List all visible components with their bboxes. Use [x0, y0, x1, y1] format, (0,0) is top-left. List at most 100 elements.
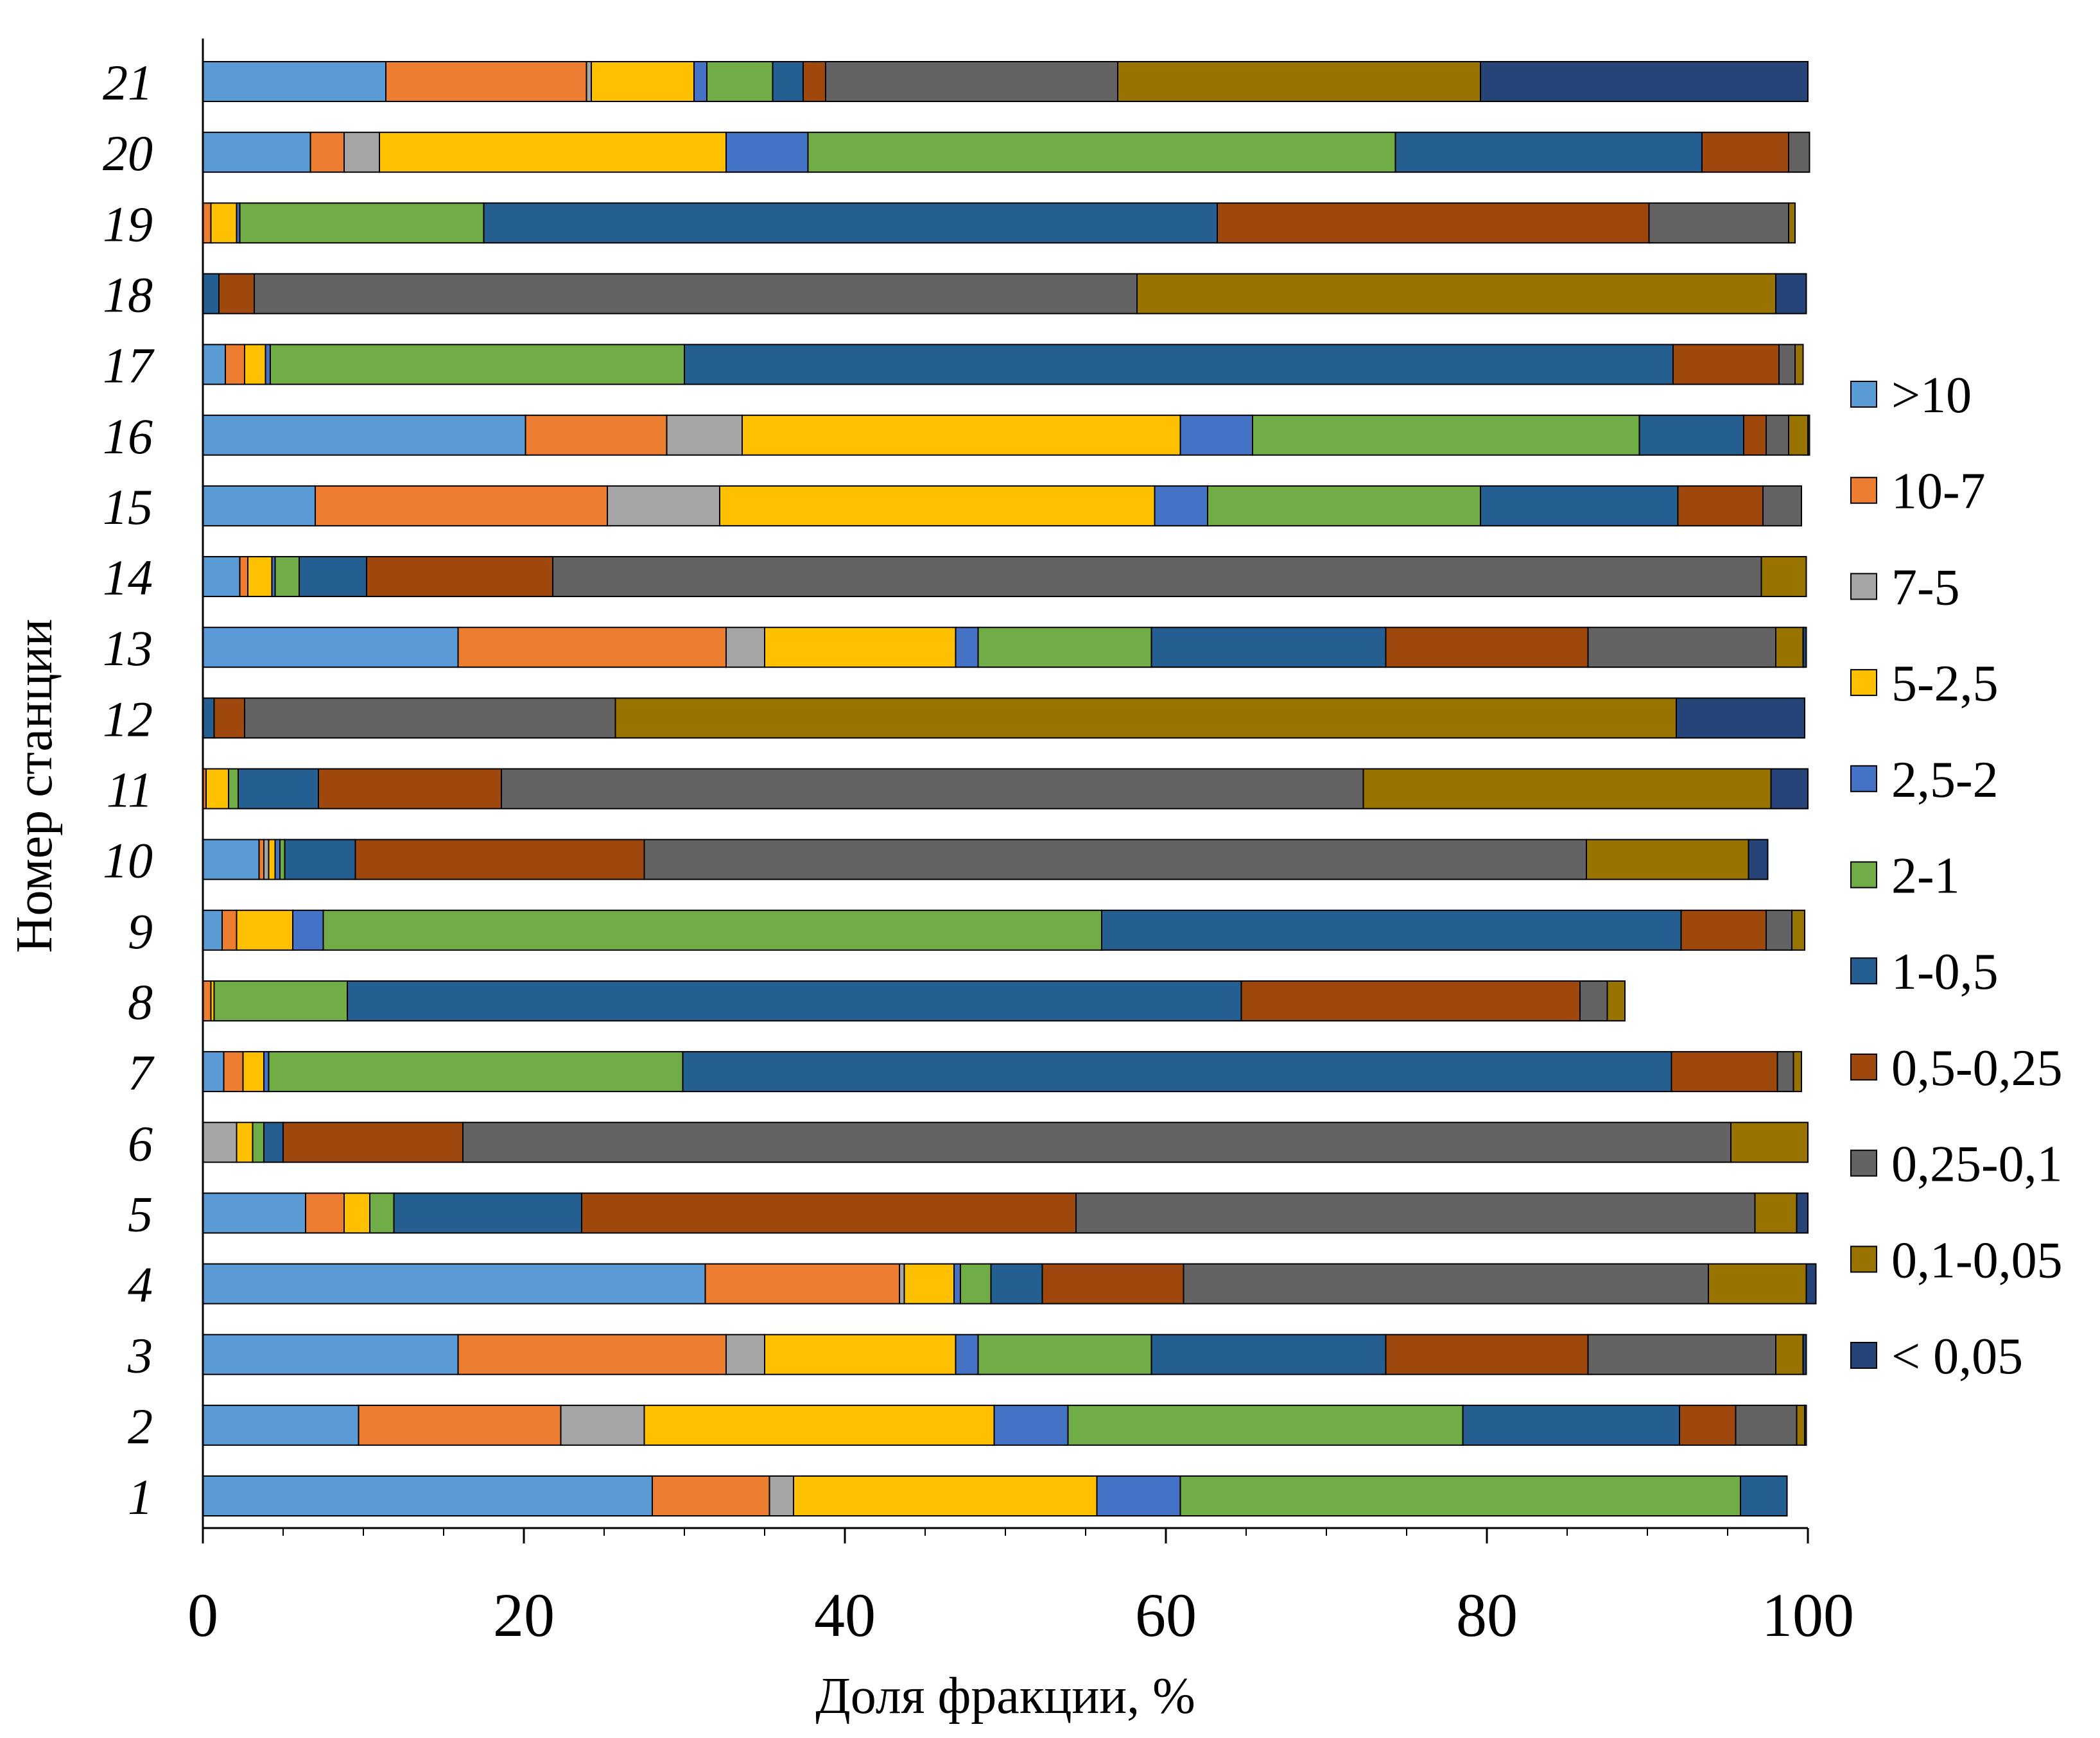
legend-swatch [1850, 1342, 1877, 1369]
bar-segment-station-17-series-5 [270, 343, 685, 385]
bar-segment-station-4-series-10 [1805, 1263, 1817, 1305]
bar-segment-station-14-series-8 [552, 556, 1762, 598]
bar-segment-station-21-series-2 [586, 61, 592, 102]
bar-segment-station-11-series-5 [228, 768, 239, 810]
bar-segment-station-4-series-2 [899, 1263, 905, 1305]
bar-segment-station-20-series-4 [725, 132, 809, 173]
y-tick-label: 11 [107, 762, 153, 818]
bar-segment-station-16-series-6 [1638, 414, 1744, 456]
bar-segment-station-7-series-4 [263, 1051, 270, 1093]
bar-segment-station-16-series-2 [666, 414, 743, 456]
bar-segment-station-21-series-8 [825, 61, 1118, 102]
bar-segment-station-19-series-7 [1217, 202, 1650, 244]
y-tick-label: 16 [103, 408, 153, 464]
bar-segment-station-13-series-8 [1587, 627, 1776, 668]
bar-segment-station-3-series-9 [1775, 1334, 1804, 1375]
bar-segment-station-18-series-6 [202, 273, 220, 315]
bar-segment-station-18-series-7 [218, 273, 255, 315]
bar-segment-station-15-series-0 [202, 485, 316, 526]
legend-label: 7-5 [1891, 559, 1960, 616]
bar-segment-station-12-series-10 [1676, 697, 1805, 739]
bar-segment-station-3-series-8 [1587, 1334, 1776, 1375]
bar-segment-station-2-series-4 [993, 1404, 1069, 1446]
bar-segment-station-10-series-6 [284, 839, 356, 880]
bar-segment-station-14-series-0 [202, 556, 241, 598]
bar-segment-station-16-series-8 [1766, 414, 1789, 456]
legend-label: 0,5-0,25 [1891, 1040, 2063, 1097]
x-tick-label: 80 [1456, 1581, 1518, 1649]
bar-segment-station-13-series-7 [1385, 627, 1589, 668]
bar-segment-station-14-series-9 [1760, 556, 1807, 598]
bar-segment-station-16-series-7 [1743, 414, 1767, 456]
x-tick-label: 60 [1135, 1581, 1197, 1649]
bar-segment-station-6-series-3 [236, 1122, 254, 1163]
bars-group [202, 61, 1817, 1516]
y-tick-label: 3 [127, 1328, 153, 1384]
bar-segment-station-7-series-7 [1670, 1051, 1778, 1093]
bar-segment-station-10-series-8 [643, 839, 1587, 880]
bar-segment-station-5-series-8 [1075, 1192, 1756, 1234]
bar-segment-station-18-series-8 [254, 273, 1138, 315]
y-tick-label: 18 [103, 266, 153, 322]
y-tick-label: 6 [128, 1115, 153, 1171]
bar-segment-station-2-series-7 [1679, 1404, 1737, 1446]
bar-segment-station-4-series-3 [903, 1263, 955, 1305]
bar-segment-station-13-series-5 [977, 627, 1152, 668]
bar-segment-station-19-series-6 [483, 202, 1218, 244]
bar-segment-station-3-series-1 [457, 1334, 727, 1375]
legend-label: 2,5-2 [1891, 752, 1999, 808]
bar-segment-station-13-series-10 [1802, 627, 1807, 668]
bar-segment-station-9-series-1 [221, 909, 238, 951]
x-tick-label: 40 [814, 1581, 876, 1649]
bar-segment-station-6-series-9 [1730, 1122, 1809, 1163]
bar-segment-station-15-series-3 [719, 485, 1156, 526]
x-tick-label: 0 [187, 1581, 218, 1649]
axes-group [202, 39, 1809, 1543]
bar-segment-station-8-series-7 [1240, 980, 1581, 1021]
bar-segment-station-10-series-7 [354, 839, 645, 880]
bar-segment-station-15-series-5 [1207, 485, 1481, 526]
bar-segment-station-16-series-9 [1788, 414, 1809, 456]
y-tick-label: 12 [103, 691, 153, 747]
bar-segment-station-12-series-7 [213, 697, 245, 739]
bar-segment-station-20-series-1 [309, 132, 345, 173]
y-tick-label: 14 [103, 550, 153, 605]
bar-segment-station-20-series-8 [1788, 132, 1810, 173]
bar-segment-station-15-series-7 [1677, 485, 1764, 526]
bar-segment-station-18-series-10 [1775, 273, 1807, 315]
bar-segment-station-14-series-1 [239, 556, 248, 598]
bar-segment-station-3-series-10 [1802, 1334, 1807, 1375]
bar-segment-station-7-series-5 [268, 1051, 684, 1093]
bar-segment-station-15-series-8 [1762, 485, 1802, 526]
bar-segment-station-21-series-10 [1480, 61, 1809, 102]
bar-segment-station-1-series-4 [1096, 1475, 1181, 1516]
bar-segment-station-3-series-2 [725, 1334, 765, 1375]
y-tick-label: 7 [128, 1045, 155, 1100]
bar-segment-station-17-series-3 [244, 343, 266, 385]
bar-segment-station-5-series-5 [369, 1192, 395, 1234]
bar-segment-station-2-series-9 [1796, 1404, 1805, 1446]
y-tick-label: 4 [128, 1257, 153, 1313]
bar-segment-station-15-series-4 [1154, 485, 1208, 526]
bar-segment-station-2-series-5 [1067, 1404, 1464, 1446]
y-tick-label: 1 [128, 1469, 153, 1525]
legend-swatch [1850, 573, 1877, 600]
y-tick-label: 17 [103, 338, 155, 394]
bar-segment-station-10-series-10 [1748, 839, 1769, 880]
y-tick-label: 13 [103, 620, 153, 676]
bar-segment-station-19-series-8 [1648, 202, 1789, 244]
legend-label: 2-1 [1891, 848, 1960, 905]
legend-swatch [1850, 1053, 1877, 1081]
bar-segment-station-21-series-7 [803, 61, 826, 102]
bar-segment-station-4-series-1 [704, 1263, 900, 1305]
bar-segment-station-15-series-6 [1480, 485, 1679, 526]
bar-segment-station-12-series-6 [202, 697, 215, 739]
bar-segment-station-4-series-6 [990, 1263, 1043, 1305]
bar-segment-station-2-series-10 [1804, 1404, 1807, 1446]
bar-segment-station-2-series-3 [643, 1404, 995, 1446]
bar-segment-station-4-series-0 [202, 1263, 706, 1305]
bar-segment-station-16-series-1 [525, 414, 668, 456]
bar-segment-station-6-series-2 [202, 1122, 238, 1163]
bar-segment-station-19-series-9 [1788, 202, 1796, 244]
bar-segment-station-17-series-0 [202, 343, 226, 385]
